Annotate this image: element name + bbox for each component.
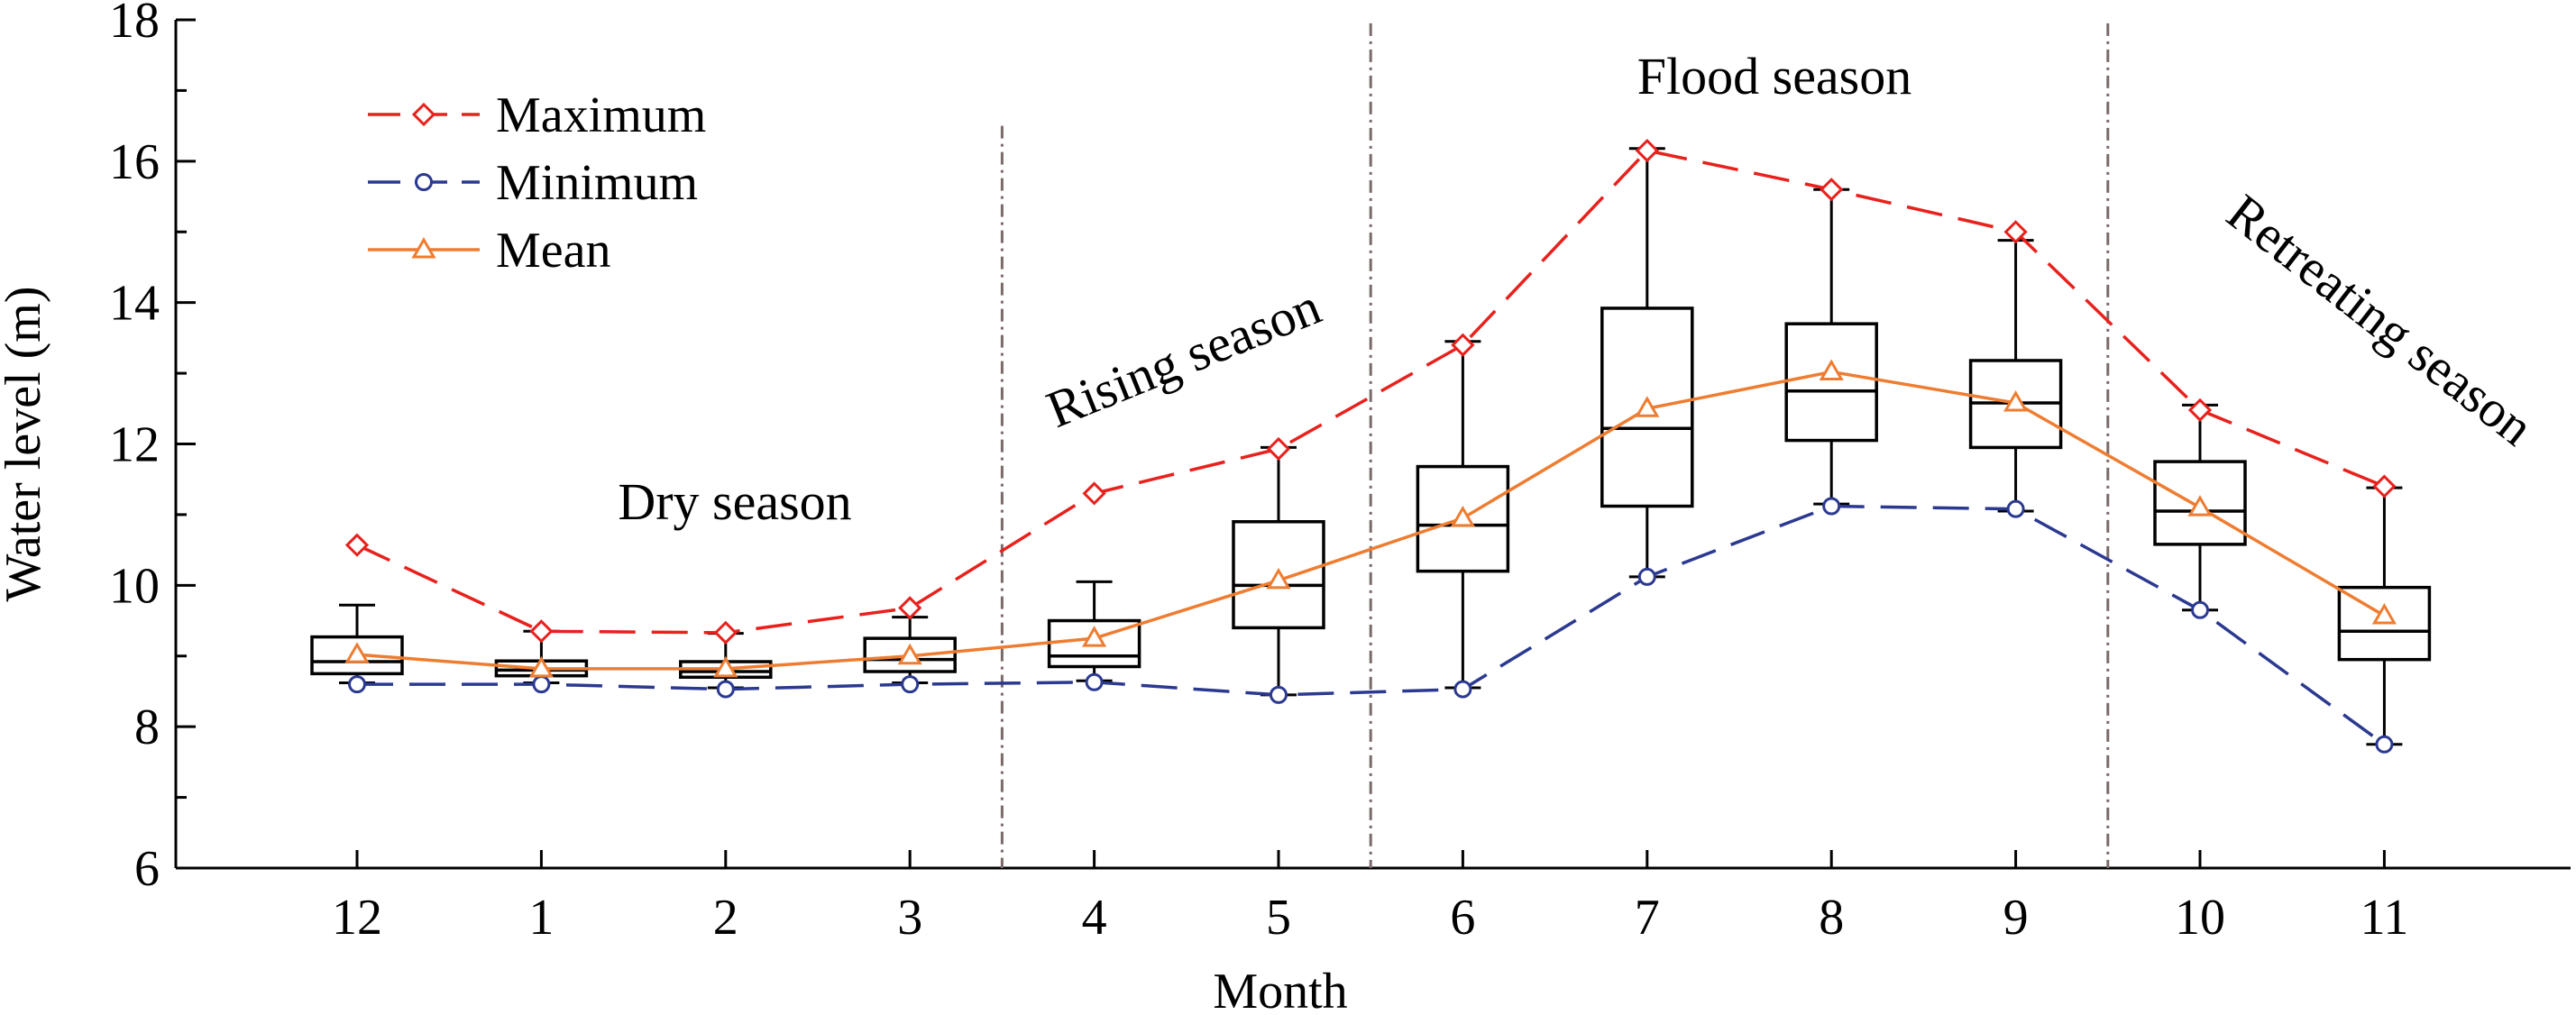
point-minimum-4 [1085, 672, 1104, 691]
x-tick-label: 4 [1082, 890, 1107, 946]
box-month-6 [1416, 340, 1510, 690]
point-mean-3 [897, 643, 922, 665]
point-minimum-10 [2191, 600, 2209, 619]
point-minimum-6 [1453, 680, 1472, 699]
point-minimum-5 [1270, 685, 1288, 704]
legend-label: Mean [496, 223, 611, 279]
legend: Maximum Minimum Mean [368, 87, 706, 279]
point-maximum-12 [344, 533, 370, 557]
y-tick-label: 18 [109, 0, 160, 49]
point-maximum-9 [2003, 220, 2028, 244]
x-tick-label: 9 [2003, 890, 2029, 946]
point-minimum-1 [532, 675, 551, 694]
point-minimum-12 [348, 675, 366, 694]
y-tick-label: 16 [109, 134, 160, 190]
x-tick-label: 2 [713, 890, 738, 946]
x-axis-title: Month [1213, 964, 1347, 1015]
x-tick-label: 6 [1450, 890, 1475, 946]
point-maximum-10 [2187, 398, 2213, 422]
point-mean-8 [1819, 359, 1844, 381]
plot-frame [174, 18, 2571, 870]
season-label-retreating: Retreating season [2216, 183, 2544, 457]
point-minimum-7 [1637, 567, 1656, 586]
point-maximum-6 [1451, 333, 1475, 357]
legend-swatch-marker [411, 102, 436, 127]
point-maximum-3 [898, 596, 922, 620]
y-axis-title: Water level (m) [0, 287, 51, 602]
point-maximum-2 [713, 620, 738, 645]
season-label-dry: Dry season [618, 472, 851, 531]
x-tick-label: 3 [897, 890, 922, 946]
x-tick-label: 1 [528, 890, 554, 946]
x-tick-label: 11 [2360, 890, 2408, 946]
point-maximum-8 [1820, 178, 1844, 202]
x-tick-label: 12 [332, 890, 382, 946]
point-mean-5 [1266, 567, 1291, 590]
point-minimum-11 [2375, 735, 2394, 754]
point-maximum-11 [2372, 474, 2397, 498]
y-tick-label: 8 [134, 700, 160, 755]
box-iqr [1784, 322, 1878, 443]
point-maximum-1 [529, 619, 554, 644]
y-tick-label: 6 [134, 841, 160, 897]
point-mean-6 [1450, 505, 1476, 527]
point-mean-11 [2371, 603, 2397, 625]
legend-swatch-marker [415, 173, 433, 191]
point-maximum-5 [1266, 436, 1291, 462]
point-maximum-4 [1082, 481, 1106, 506]
legend-item-maximum: Maximum [368, 87, 706, 143]
y-tick-label: 14 [109, 276, 160, 332]
legend-item-mean: Mean [368, 223, 611, 279]
legend-swatch-marker [411, 237, 436, 259]
point-mean-7 [1635, 396, 1660, 417]
point-mean-9 [2003, 390, 2029, 412]
point-mean-1 [528, 655, 555, 678]
point-mean-12 [344, 642, 370, 663]
box-iqr [1416, 464, 1510, 573]
series-line-mean [356, 370, 2386, 671]
point-minimum-2 [716, 680, 735, 699]
season-separators [1000, 23, 2110, 868]
point-maximum-7 [1635, 138, 1659, 163]
y-tick-label: 12 [109, 417, 160, 473]
season-annotations: Dry season Rising season Flood season Re… [618, 47, 2544, 531]
point-minimum-8 [1822, 497, 1841, 516]
legend-item-minimum: Minimum [368, 155, 698, 211]
point-mean-10 [2187, 495, 2213, 517]
box-month-9 [1968, 239, 2063, 513]
x-tick-label: 5 [1266, 890, 1291, 946]
x-tick-label: 7 [1635, 890, 1660, 946]
x-tick-label: 8 [1819, 890, 1844, 946]
point-minimum-9 [2006, 499, 2025, 518]
series-lines [344, 138, 2397, 754]
box-month-7 [1600, 147, 1694, 579]
season-label-rising: Rising season [1039, 277, 1329, 439]
point-mean-4 [1081, 626, 1107, 647]
x-tick-label: 10 [2175, 890, 2225, 946]
season-label-flood: Flood season [1637, 47, 1912, 105]
y-tick-label: 10 [109, 558, 160, 614]
legend-label: Minimum [496, 155, 698, 211]
box-month-8 [1784, 187, 1878, 506]
point-minimum-3 [901, 675, 920, 694]
series-line-minimum [357, 504, 2386, 746]
legend-label: Maximum [496, 87, 706, 143]
point-mean-2 [713, 655, 738, 678]
